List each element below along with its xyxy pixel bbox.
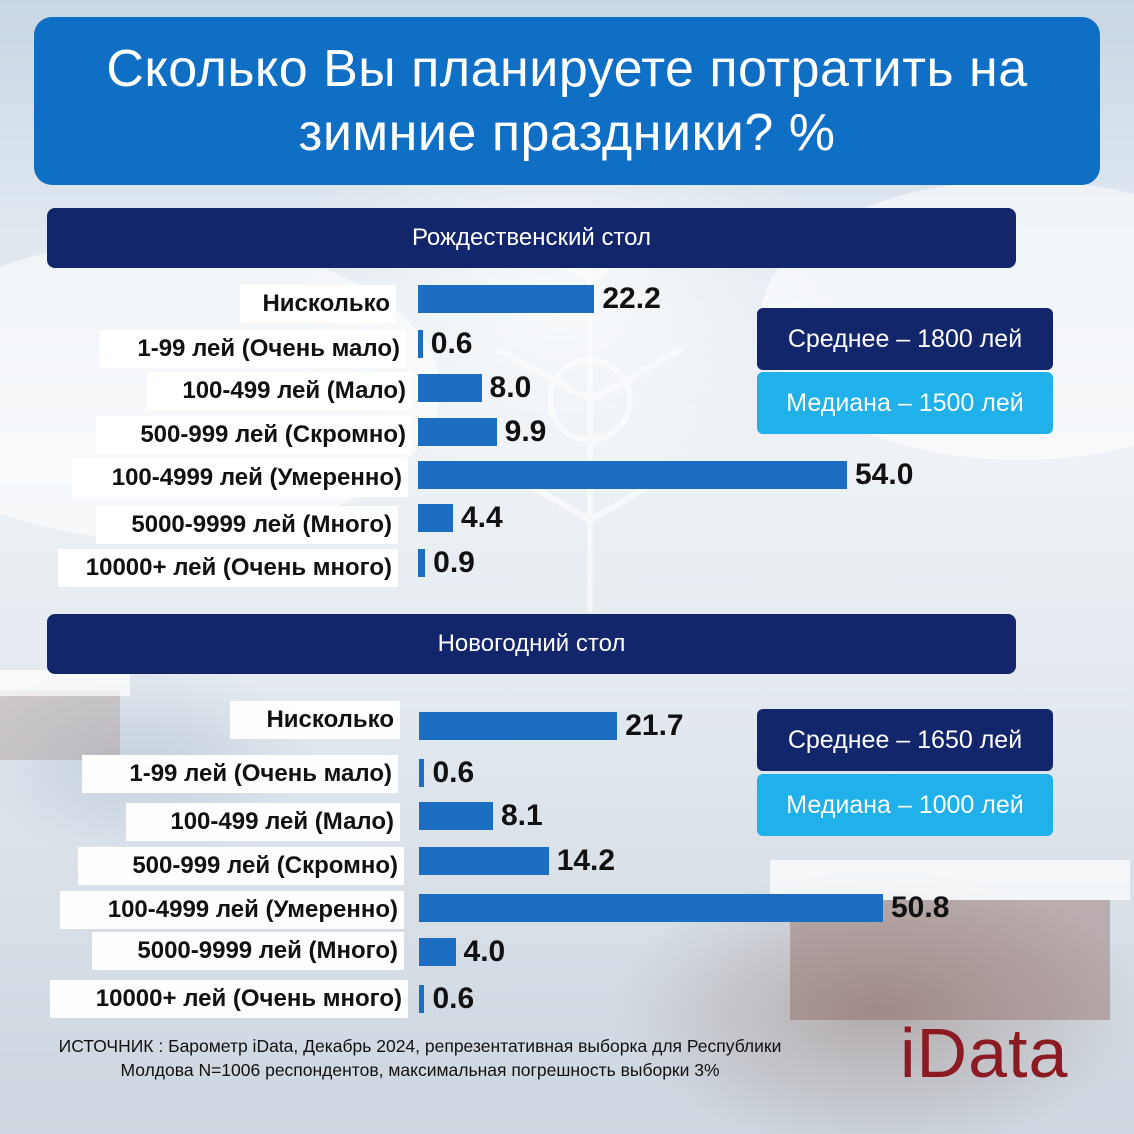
value-label: 22.2 — [602, 282, 661, 315]
bar — [419, 847, 549, 875]
category-label: 1-99 лей (Очень мало) — [82, 755, 398, 793]
value-label: 8.1 — [500, 799, 543, 832]
value-label: 0.6 — [432, 982, 475, 1015]
bar — [419, 894, 883, 922]
category-label: Нисколько — [230, 701, 400, 739]
category-label: 100-4999 лей (Умеренно) — [72, 459, 408, 497]
bar — [418, 504, 453, 532]
median-badge-christmas: Медиана – 1500 лей — [757, 372, 1053, 434]
bar — [419, 802, 493, 830]
category-label: 10000+ лей (Очень много) — [50, 980, 408, 1018]
category-label: 500-999 лей (Скромно) — [96, 416, 412, 454]
value-label: 4.0 — [463, 935, 506, 968]
category-label: 1-99 лей (Очень мало) — [100, 330, 406, 368]
category-label: 100-499 лей (Мало) — [126, 803, 400, 841]
value-label: 14.2 — [556, 844, 616, 877]
category-label: 10000+ лей (Очень много) — [58, 549, 398, 587]
bar — [418, 285, 595, 313]
idata-logo: iData — [900, 1014, 1069, 1092]
category-label: 5000-9999 лей (Много) — [92, 932, 404, 970]
category-label: 100-499 лей (Мало) — [147, 372, 412, 410]
background-roof — [0, 670, 130, 696]
section-header-new-year: Новогодний стол — [47, 614, 1016, 674]
bar — [418, 374, 482, 402]
value-label: 9.9 — [504, 415, 547, 448]
bar — [419, 938, 456, 966]
category-label: 100-4999 лей (Умеренно) — [60, 891, 404, 929]
mean-badge-new-year: Среднее – 1650 лей — [757, 709, 1053, 771]
bar — [418, 418, 497, 446]
background-house — [0, 690, 120, 760]
source-note: ИСТОЧНИК : Барометр iData, Декабрь 2024,… — [58, 1036, 782, 1080]
category-label: 5000-9999 лей (Много) — [96, 506, 398, 544]
bar — [418, 461, 847, 489]
section-header-christmas: Рождественский стол — [47, 208, 1016, 268]
value-label: 8.0 — [489, 371, 532, 404]
value-label: 0.9 — [433, 546, 475, 579]
bar — [419, 759, 425, 787]
value-label: 54.0 — [855, 458, 914, 491]
bar — [418, 549, 426, 577]
category-label: Нисколько — [240, 285, 396, 323]
bar — [419, 985, 425, 1013]
median-badge-new-year: Медиана – 1000 лей — [757, 774, 1053, 836]
value-label: 0.6 — [432, 756, 475, 789]
value-label: 50.8 — [891, 891, 950, 924]
page-title: Сколько Вы планируете потратить на зимни… — [34, 17, 1100, 185]
mean-badge-christmas: Среднее – 1800 лей — [757, 308, 1053, 370]
value-label: 21.7 — [625, 709, 684, 742]
value-label: 0.6 — [430, 327, 473, 360]
category-label: 500-999 лей (Скромно) — [78, 847, 404, 885]
bar — [419, 712, 618, 740]
background-roof — [770, 860, 1130, 900]
bar — [418, 330, 423, 358]
value-label: 4.4 — [460, 501, 503, 534]
